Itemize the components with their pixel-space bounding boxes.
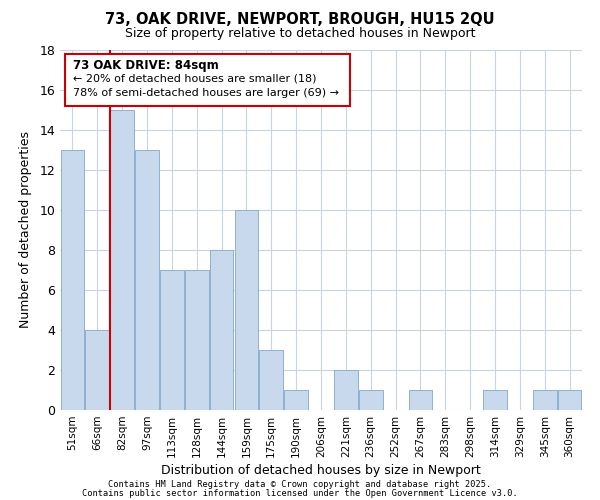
Bar xyxy=(61,150,84,410)
Bar xyxy=(160,270,184,410)
X-axis label: Distribution of detached houses by size in Newport: Distribution of detached houses by size … xyxy=(161,464,481,477)
Bar xyxy=(409,390,432,410)
Bar xyxy=(284,390,308,410)
Bar xyxy=(259,350,283,410)
Text: Contains public sector information licensed under the Open Government Licence v3: Contains public sector information licen… xyxy=(82,489,518,498)
Bar xyxy=(210,250,233,410)
Bar xyxy=(85,330,109,410)
Bar xyxy=(135,150,159,410)
FancyBboxPatch shape xyxy=(65,54,350,106)
Text: 78% of semi-detached houses are larger (69) →: 78% of semi-detached houses are larger (… xyxy=(73,88,339,98)
Text: 73 OAK DRIVE: 84sqm: 73 OAK DRIVE: 84sqm xyxy=(73,59,219,72)
Y-axis label: Number of detached properties: Number of detached properties xyxy=(19,132,32,328)
Bar xyxy=(558,390,581,410)
Bar xyxy=(359,390,383,410)
Bar xyxy=(533,390,557,410)
Bar xyxy=(185,270,209,410)
Text: 73, OAK DRIVE, NEWPORT, BROUGH, HU15 2QU: 73, OAK DRIVE, NEWPORT, BROUGH, HU15 2QU xyxy=(105,12,495,28)
Bar xyxy=(235,210,258,410)
Text: Size of property relative to detached houses in Newport: Size of property relative to detached ho… xyxy=(125,28,475,40)
Bar xyxy=(483,390,507,410)
Bar xyxy=(334,370,358,410)
Text: ← 20% of detached houses are smaller (18): ← 20% of detached houses are smaller (18… xyxy=(73,74,317,84)
Bar xyxy=(110,110,134,410)
Text: Contains HM Land Registry data © Crown copyright and database right 2025.: Contains HM Land Registry data © Crown c… xyxy=(109,480,491,489)
